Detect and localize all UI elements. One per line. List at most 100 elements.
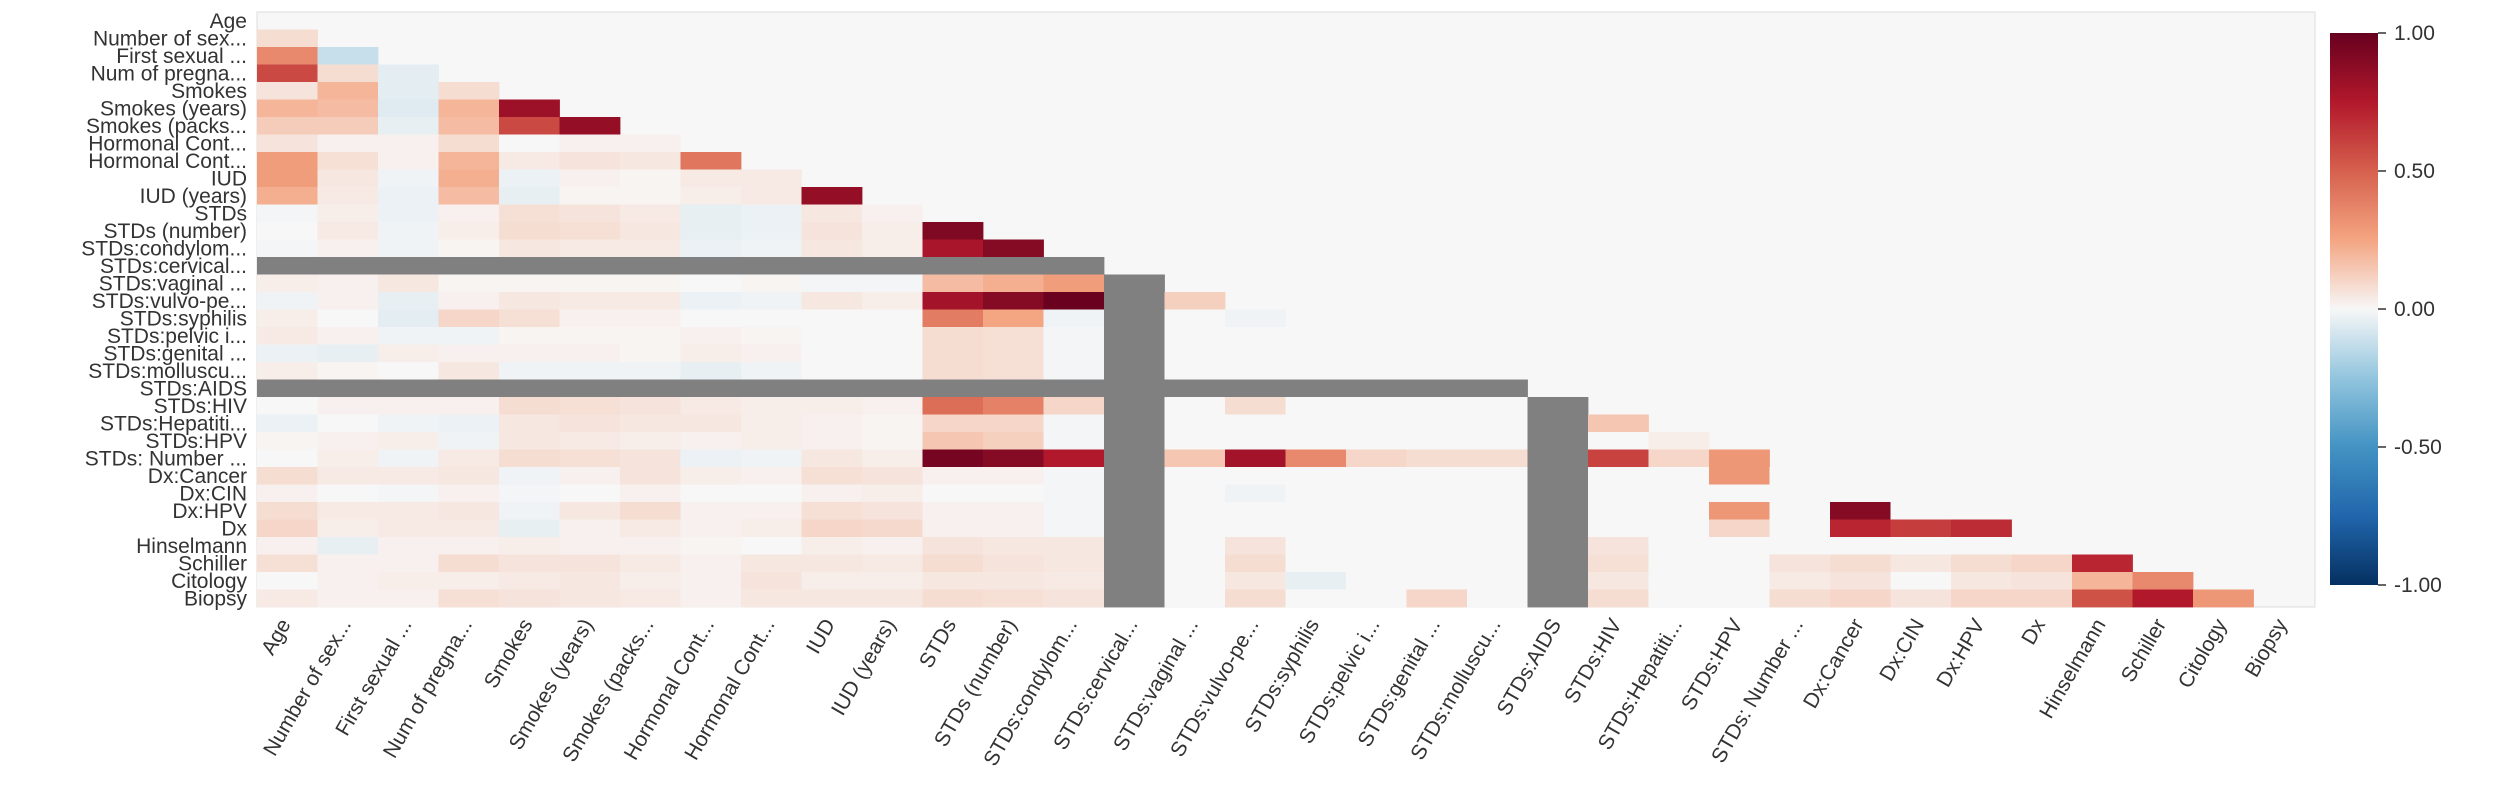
heatmap-cell xyxy=(317,537,379,555)
heatmap-cell xyxy=(862,379,923,398)
row-label: First sexual ... xyxy=(116,45,247,68)
heatmap-cell xyxy=(620,187,681,205)
heatmap-cell xyxy=(862,467,923,485)
heatmap-cell xyxy=(801,292,863,310)
column-label: Citology xyxy=(2174,615,2232,693)
heatmap-cell xyxy=(257,187,318,205)
heatmap-cell xyxy=(317,379,379,398)
row-label: IUD xyxy=(211,167,247,190)
heatmap-cell xyxy=(1104,362,1165,380)
heatmap-cell xyxy=(922,292,984,310)
heatmap-cell xyxy=(499,484,560,503)
heatmap-cell xyxy=(257,274,318,293)
heatmap-cell xyxy=(559,152,621,170)
heatmap-cell xyxy=(801,187,863,205)
heatmap-cell xyxy=(922,467,984,485)
heatmap-cell xyxy=(499,117,560,135)
heatmap-cell xyxy=(257,222,318,240)
heatmap-cell xyxy=(801,397,863,415)
heatmap-cell xyxy=(741,432,802,450)
heatmap-cell xyxy=(1285,502,1347,520)
heatmap-cell xyxy=(801,257,863,275)
heatmap-cell xyxy=(1164,309,1226,328)
heatmap-cell xyxy=(378,222,439,240)
heatmap-cell xyxy=(2072,589,2133,608)
heatmap-cell xyxy=(1285,519,1347,538)
heatmap-cell xyxy=(499,467,560,485)
heatmap-cell xyxy=(559,187,621,205)
heatmap-cell xyxy=(1043,519,1105,538)
heatmap-cell xyxy=(317,152,379,170)
heatmap-cell xyxy=(983,309,1044,328)
heatmap-cell xyxy=(438,502,500,520)
heatmap-cell xyxy=(257,152,318,170)
heatmap-cell xyxy=(378,362,439,380)
heatmap-cell xyxy=(1285,467,1347,485)
heatmap-cell xyxy=(1406,379,1468,398)
heatmap-cell xyxy=(438,82,500,100)
heatmap-cell xyxy=(2132,589,2194,608)
heatmap-cell xyxy=(983,589,1044,608)
heatmap-cell xyxy=(499,362,560,380)
heatmap-cell xyxy=(438,344,500,363)
row-label: STDs:cervical... xyxy=(100,255,247,278)
heatmap-cell xyxy=(499,397,560,415)
heatmap-cell xyxy=(1164,379,1226,398)
heatmap-cell xyxy=(499,222,560,240)
colorbar-tick-label: 1.00 xyxy=(2394,22,2435,45)
heatmap-cell xyxy=(1285,379,1347,398)
row-label: Number of sex... xyxy=(93,27,247,50)
heatmap-cell xyxy=(499,554,560,573)
heatmap-cell xyxy=(378,519,439,538)
heatmap-cell xyxy=(317,99,379,118)
heatmap-cell xyxy=(983,274,1044,293)
heatmap-cell xyxy=(1164,589,1226,608)
heatmap-cell xyxy=(257,99,318,118)
heatmap-cell xyxy=(2072,554,2133,573)
heatmap-cell xyxy=(438,362,500,380)
heatmap-cell xyxy=(1467,572,1528,590)
heatmap-cell xyxy=(922,362,984,380)
heatmap-cell xyxy=(257,47,318,65)
heatmap-cell xyxy=(378,134,439,153)
colorbar xyxy=(2330,33,2378,585)
heatmap-cell xyxy=(1406,449,1468,468)
heatmap-cell xyxy=(620,362,681,380)
heatmap-cell xyxy=(559,117,621,135)
heatmap-cell xyxy=(1285,344,1347,363)
heatmap-cell xyxy=(983,292,1044,310)
heatmap-cell xyxy=(1467,379,1528,398)
heatmap-cell xyxy=(1164,344,1226,363)
heatmap-cell xyxy=(922,327,984,345)
heatmap-cell xyxy=(378,432,439,450)
heatmap-cell xyxy=(1406,397,1468,415)
heatmap-cell xyxy=(680,379,742,398)
heatmap-cell xyxy=(862,362,923,380)
heatmap-cell xyxy=(2011,572,2073,590)
heatmap-cell xyxy=(1285,589,1347,608)
heatmap-cell xyxy=(1104,397,1165,415)
row-label: STDs:molluscu... xyxy=(88,360,247,383)
row-label: Smokes (years) xyxy=(100,97,247,120)
heatmap-cell xyxy=(983,467,1044,485)
heatmap-cell xyxy=(680,484,742,503)
row-label: STDs:HIV xyxy=(154,395,247,418)
heatmap-cell xyxy=(1527,589,1589,608)
heatmap-cell xyxy=(1527,502,1589,520)
colorbar-tick-label: -0.50 xyxy=(2394,436,2442,459)
heatmap-cell xyxy=(1043,344,1105,363)
heatmap-cell xyxy=(1467,432,1528,450)
heatmap-cell xyxy=(317,222,379,240)
heatmap-cell xyxy=(680,187,742,205)
heatmap-cell xyxy=(862,239,923,258)
heatmap-cell xyxy=(378,379,439,398)
column-label: STDs xyxy=(915,615,961,672)
heatmap-cell xyxy=(620,432,681,450)
heatmap-cell xyxy=(1769,484,1831,503)
heatmap-cell xyxy=(257,82,318,100)
heatmap-cell xyxy=(922,519,984,538)
heatmap-cell xyxy=(801,467,863,485)
heatmap-cell xyxy=(378,589,439,608)
heatmap-cell xyxy=(559,274,621,293)
